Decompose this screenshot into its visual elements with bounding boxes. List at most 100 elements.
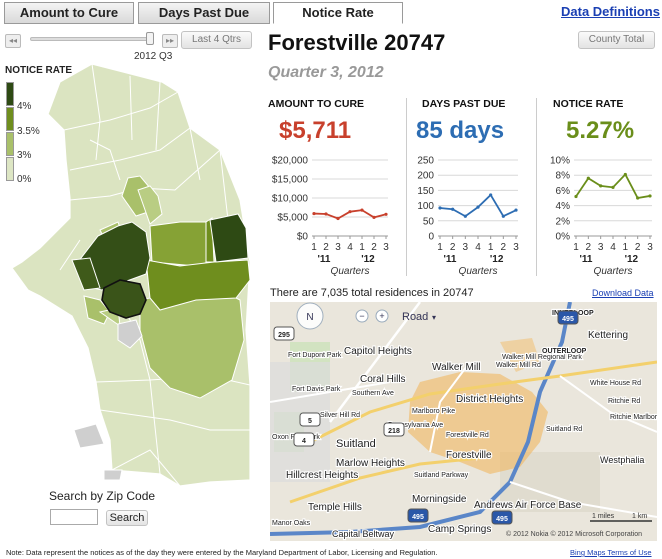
route-shield-number: 495 bbox=[562, 316, 574, 323]
search-by-zip-label: Search by Zip Code bbox=[49, 489, 156, 503]
chart-y-tick-label: 0% bbox=[556, 232, 571, 243]
chart-year-label: '11 bbox=[580, 254, 593, 265]
chart-x-tick-label: 3 bbox=[463, 242, 469, 253]
location-title: Forestville 20747 bbox=[268, 30, 446, 55]
map-place-label: Walker Mill Rd bbox=[496, 362, 541, 369]
chart-x-tick-label: 1 bbox=[623, 242, 629, 253]
map-place-label: District Heights bbox=[456, 394, 523, 405]
map-copyright: © 2012 Nokia © 2012 Microsoft Corporatio… bbox=[506, 530, 642, 538]
chart-data-point bbox=[384, 212, 388, 216]
walker-mill-park-area bbox=[500, 338, 540, 372]
no-data-region-1 bbox=[117, 319, 143, 349]
next-quarter-button[interactable]: ▸▸ bbox=[162, 34, 178, 48]
map-place-label: Capital Beltway bbox=[332, 529, 395, 539]
map-road-local-2 bbox=[559, 375, 657, 433]
map-zoom-out-button[interactable]: − bbox=[355, 309, 369, 323]
legend-label-4pct: 4% bbox=[17, 101, 32, 112]
route-shield bbox=[557, 310, 579, 325]
chart-data-point bbox=[574, 194, 578, 199]
last-4-quarters-button[interactable]: Last 4 Qtrs bbox=[181, 31, 252, 49]
chart-x-axis-title: Quarters bbox=[594, 266, 633, 277]
chart-x-tick-label: 4 bbox=[347, 242, 353, 253]
region-southwest bbox=[83, 295, 111, 325]
zip-search-input[interactable] bbox=[50, 509, 98, 525]
map-place-label: Suitland Rd bbox=[546, 426, 582, 433]
tab-notice-rate[interactable]: Notice Rate bbox=[273, 2, 403, 24]
route-shield-number: 218 bbox=[388, 428, 400, 435]
chart-x-tick-label: 1 bbox=[359, 242, 365, 253]
map-place-label: Camp Springs bbox=[428, 524, 491, 535]
metric-title-amount-to-cure: AMOUNT TO CURE bbox=[268, 98, 365, 110]
quarter-slider-handle[interactable] bbox=[146, 32, 154, 45]
chart-data-point bbox=[451, 207, 455, 211]
metric-value-notice-rate: 5.27% bbox=[566, 117, 635, 144]
map-road-local-3 bbox=[509, 481, 657, 518]
map-scale-miles: 1 miles bbox=[592, 513, 615, 520]
zip-search-button[interactable]: Search bbox=[106, 510, 148, 526]
map-style-dropdown[interactable]: Road ▾ bbox=[402, 311, 436, 323]
county-total-button[interactable]: County Total bbox=[578, 31, 655, 49]
bing-maps-terms-link[interactable]: Bing Maps Terms of Use bbox=[570, 548, 652, 557]
chart-data-point bbox=[336, 216, 340, 221]
prev-quarter-button[interactable]: ◂◂ bbox=[5, 34, 21, 48]
chart-data-point bbox=[636, 196, 640, 200]
map-place-label: Manor Oaks bbox=[272, 520, 311, 527]
chart-data-point bbox=[501, 214, 505, 218]
route-shield-number: 5 bbox=[308, 418, 312, 425]
amount-to-cure-chart: $20,000$15,000$10,000$5,000$01 2 3 4 1 2 3'11 '… bbox=[272, 156, 389, 278]
chart-x-tick-label: 2 bbox=[501, 242, 507, 253]
data-definitions-link[interactable]: Data Definitions bbox=[561, 4, 660, 19]
legend-swatch-3pct bbox=[6, 132, 14, 156]
region-west-dark-2 bbox=[71, 257, 101, 291]
county-choropleth-map[interactable] bbox=[0, 58, 262, 488]
map-compass[interactable]: N bbox=[296, 302, 324, 330]
chart-y-tick-label: 4% bbox=[556, 201, 571, 212]
legend-swatch-0pct bbox=[6, 157, 14, 181]
route-shield bbox=[383, 422, 405, 437]
chart-y-tick-label: $0 bbox=[297, 232, 309, 243]
map-place-label: Ritchie Marlboro Rd bbox=[610, 414, 657, 421]
map-place-label: Ritchie Rd bbox=[608, 398, 640, 405]
route-shield-number: 4 bbox=[302, 438, 306, 445]
metric-title-days-past-due: DAYS PAST DUE bbox=[422, 98, 506, 110]
no-data-region-2 bbox=[73, 423, 105, 449]
quarter-slider-track[interactable] bbox=[30, 37, 154, 41]
map-road-suitland-pkwy bbox=[289, 456, 481, 504]
map-place-label: Marlow Heights bbox=[336, 458, 405, 469]
map-zoom-in-button[interactable]: + bbox=[375, 309, 389, 323]
map-place-label: Marlboro Pike bbox=[412, 408, 455, 415]
chart-x-axis-title: Quarters bbox=[331, 266, 370, 277]
svg-text:Road: Road bbox=[402, 311, 428, 323]
svg-text:+: + bbox=[379, 311, 384, 321]
map-place-label: Fort Davis Park bbox=[292, 386, 341, 393]
chart-x-tick-label: 2 bbox=[635, 242, 641, 253]
legend-title: NOTICE RATE bbox=[5, 65, 73, 76]
map-place-label: OUTERLOOP bbox=[542, 348, 587, 355]
svg-text:−: − bbox=[359, 311, 364, 321]
current-quarter-label: 2012 Q3 bbox=[134, 51, 173, 62]
chart-y-tick-label: $15,000 bbox=[272, 175, 309, 186]
chart-x-tick-label: 1 bbox=[488, 242, 494, 253]
residences-text: There are 7,035 total residences in 2074… bbox=[270, 287, 474, 299]
chart-data-point bbox=[360, 208, 364, 212]
map-road-southern-ave bbox=[329, 302, 421, 423]
tab-amount-to-cure[interactable]: Amount to Cure bbox=[4, 2, 134, 24]
legend-swatch-4pct bbox=[6, 82, 14, 106]
chart-y-tick-label: $5,000 bbox=[277, 213, 308, 224]
chart-y-tick-label: 8% bbox=[556, 171, 571, 182]
metric-divider-2 bbox=[536, 98, 537, 276]
chart-data-point bbox=[348, 210, 352, 214]
map-place-label: Hillcrest Heights bbox=[286, 470, 358, 481]
map-place-label: Walker Mill bbox=[432, 362, 481, 373]
chart-data-point bbox=[514, 208, 518, 212]
map-place-label: Temple Hills bbox=[308, 502, 362, 513]
tab-days-past-due[interactable]: Days Past Due bbox=[138, 2, 270, 24]
metric-divider-1 bbox=[406, 98, 407, 276]
metric-value-amount-to-cure: $5,711 bbox=[279, 117, 352, 144]
chart-year-label: '11 bbox=[444, 254, 457, 265]
bing-road-map[interactable]: N − + Road ▾ INNERLOOPKetteringCapitol H… bbox=[270, 302, 657, 541]
chart-data-point bbox=[476, 205, 480, 209]
legend-label-3-5pct: 3.5% bbox=[17, 126, 40, 137]
download-data-link[interactable]: Download Data bbox=[592, 288, 654, 298]
route-shield bbox=[273, 326, 295, 341]
